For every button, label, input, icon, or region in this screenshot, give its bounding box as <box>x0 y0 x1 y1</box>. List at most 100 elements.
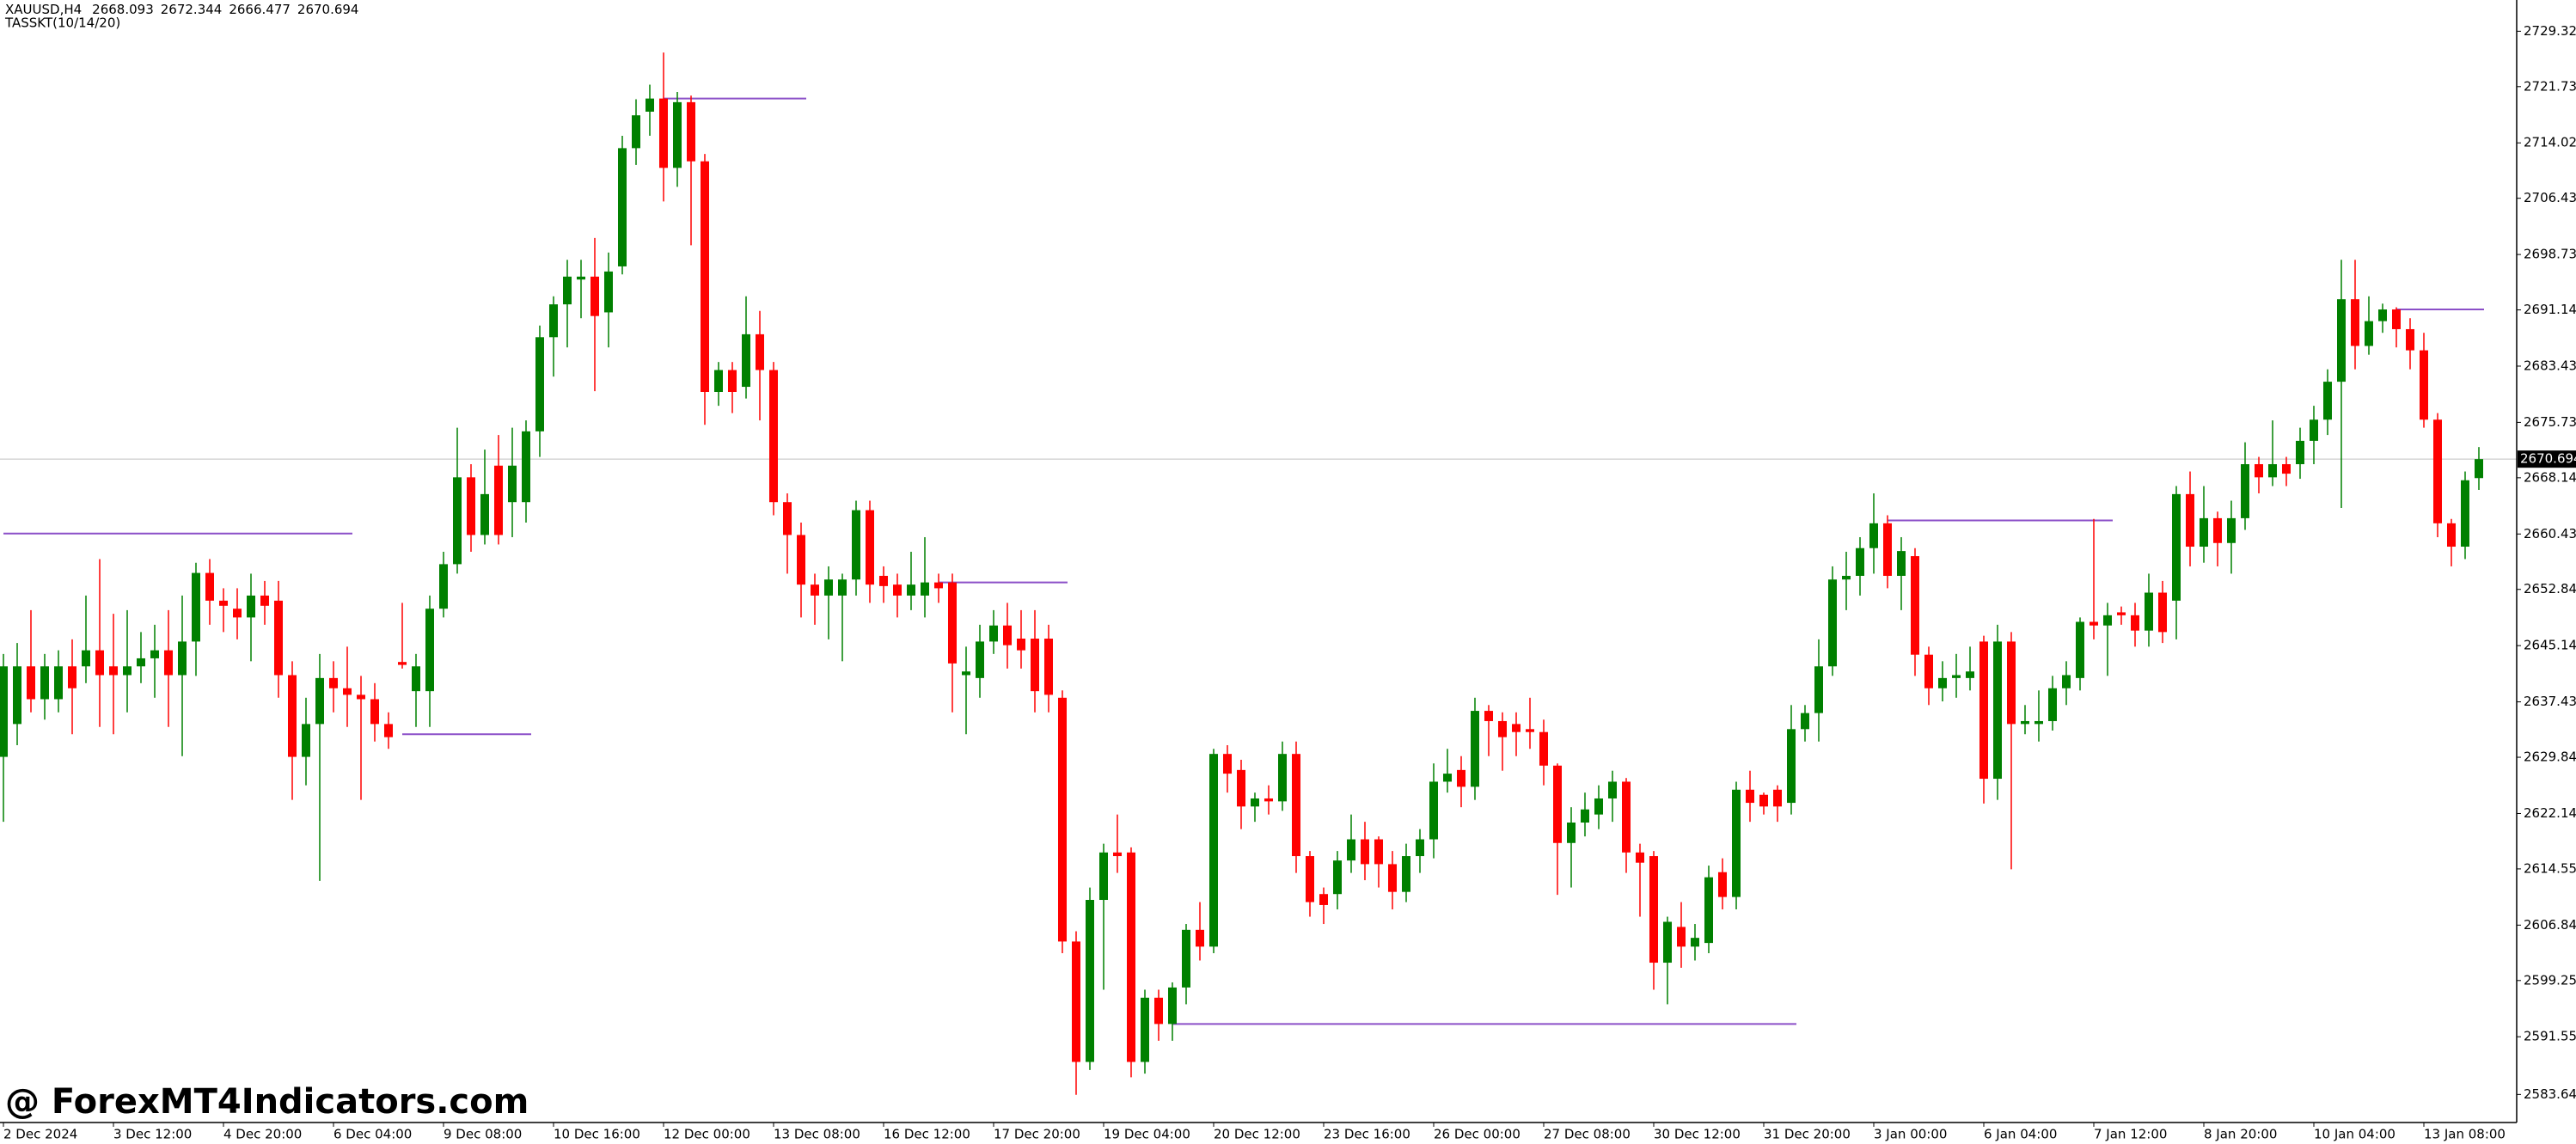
y-tick-label: 2721.730 <box>2524 78 2576 94</box>
candle-body <box>164 650 173 676</box>
candle-body <box>329 677 338 688</box>
candle-body <box>2310 419 2318 441</box>
candle-body <box>714 370 723 392</box>
candle-body <box>233 609 242 618</box>
candle-body <box>150 650 159 658</box>
candle-body <box>2131 615 2139 631</box>
candle-body <box>1526 729 1534 732</box>
y-tick-label: 2645.140 <box>2524 638 2576 653</box>
candle-body <box>632 115 640 149</box>
candle-body <box>2351 299 2359 346</box>
candle-body <box>1154 997 1163 1025</box>
y-tick-label: 2729.320 <box>2524 23 2576 39</box>
y-tick-label: 2599.255 <box>2524 972 2576 988</box>
candle-body <box>178 641 187 676</box>
candle-body <box>1677 927 1686 947</box>
candle-body <box>109 666 118 676</box>
candle-body <box>948 582 957 664</box>
candle-body <box>1251 798 1259 807</box>
x-tick-label: 23 Dec 16:00 <box>1324 1127 1410 1142</box>
candle-body <box>1966 671 1974 678</box>
candle-body <box>1141 997 1149 1062</box>
candle-body <box>687 101 695 162</box>
chart-header: XAUUSD,H4 2668.093 2672.344 2666.477 2670.69… <box>5 2 358 17</box>
candle-body <box>1416 839 1424 857</box>
candle-body <box>879 575 888 586</box>
candle-body <box>1773 789 1782 807</box>
candle-body <box>453 477 462 565</box>
candle-body <box>2255 464 2263 478</box>
y-tick-label: 2691.140 <box>2524 302 2576 317</box>
candle-body <box>2378 309 2387 321</box>
candle-body <box>384 724 393 737</box>
candle-body <box>1911 556 1919 655</box>
candle-body <box>2420 350 2428 420</box>
candle-body <box>577 276 585 280</box>
candle-body <box>2365 321 2373 346</box>
candle-body <box>439 564 448 609</box>
candle-body <box>1003 625 1012 645</box>
x-tick-label: 16 Dec 12:00 <box>884 1127 970 1142</box>
candle-body <box>1814 666 1823 713</box>
candle-body <box>370 699 379 725</box>
x-tick-label: 9 Dec 08:00 <box>444 1127 522 1142</box>
candle-body <box>1402 856 1410 892</box>
candle-body <box>1897 551 1906 576</box>
y-tick-label: 2652.845 <box>2524 581 2576 596</box>
candle-body <box>82 650 90 667</box>
candle-body <box>1113 852 1122 857</box>
candle-body <box>247 595 255 618</box>
candle-body <box>343 688 352 695</box>
candle-body <box>1168 987 1177 1025</box>
y-tick-label: 2606.845 <box>2524 917 2576 933</box>
candle-body <box>1484 711 1493 721</box>
candle-body <box>2227 517 2236 543</box>
candle-body <box>412 666 420 692</box>
candle-body <box>2268 464 2277 478</box>
candle-body <box>742 333 750 388</box>
candle-body <box>590 276 599 316</box>
candle-body <box>2213 517 2222 543</box>
candle-body <box>2145 592 2153 631</box>
candle-body <box>1759 794 1768 807</box>
candle-body <box>508 465 517 503</box>
close-value: 2670.694 <box>297 2 359 17</box>
candle-body <box>769 370 778 503</box>
candle-body <box>1924 654 1933 688</box>
candle-body <box>40 666 49 700</box>
candle-body <box>2090 621 2098 626</box>
candle-body <box>1952 675 1961 678</box>
candle-body <box>618 148 627 266</box>
candle-body <box>357 694 365 700</box>
candle-body <box>1539 731 1548 766</box>
x-tick-label: 3 Jan 00:00 <box>1874 1127 1947 1142</box>
candle-body <box>1993 641 2002 780</box>
candle-body <box>893 584 902 596</box>
y-tick-label: 2591.550 <box>2524 1029 2576 1044</box>
candle-body <box>1457 769 1465 787</box>
candle-body <box>1278 754 1287 802</box>
candle-body <box>315 677 324 725</box>
candle-body <box>192 572 200 642</box>
y-tick-label: 2683.435 <box>2524 358 2576 373</box>
candle-body <box>54 666 63 700</box>
x-tick-label: 13 Dec 08:00 <box>774 1127 860 1142</box>
candle-body <box>2172 493 2181 601</box>
candle-body <box>2461 480 2469 548</box>
candle-body <box>1443 774 1452 782</box>
bid-label: 2670.694 <box>2520 451 2576 467</box>
candle-body <box>1223 754 1232 774</box>
candle-body <box>659 98 668 168</box>
candle-body <box>2076 621 2084 678</box>
y-tick-label: 2706.435 <box>2524 190 2576 205</box>
candle-body <box>1553 765 1562 843</box>
y-tick-label: 2622.140 <box>2524 805 2576 821</box>
candle-body <box>756 333 764 370</box>
candle-body <box>1869 523 1878 548</box>
x-tick-label: 2 Dec 2024 <box>3 1127 77 1142</box>
candle-body <box>1594 798 1603 815</box>
plot-area <box>0 52 2517 1095</box>
candle-body <box>1828 579 1837 667</box>
candle-body <box>1622 781 1631 853</box>
